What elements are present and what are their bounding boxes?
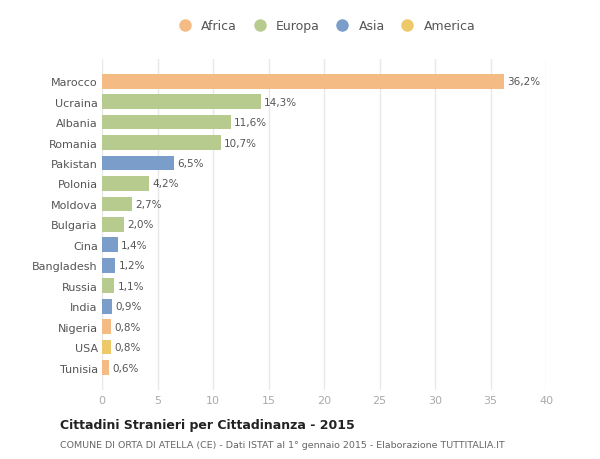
Bar [102, 258, 115, 273]
Text: 10,7%: 10,7% [224, 138, 257, 148]
Bar [102, 319, 111, 334]
Text: Cittadini Stranieri per Cittadinanza - 2015: Cittadini Stranieri per Cittadinanza - 2… [60, 418, 355, 431]
Bar [102, 340, 111, 355]
Bar [102, 238, 118, 252]
Bar [102, 299, 112, 314]
Text: 0,9%: 0,9% [115, 302, 142, 312]
Bar [102, 218, 124, 232]
Text: 0,8%: 0,8% [114, 342, 140, 353]
Bar [102, 136, 221, 151]
Bar [102, 279, 114, 293]
Text: 11,6%: 11,6% [234, 118, 267, 128]
Bar [102, 177, 149, 191]
Text: 4,2%: 4,2% [152, 179, 178, 189]
Text: 0,6%: 0,6% [112, 363, 139, 373]
Text: 2,0%: 2,0% [128, 220, 154, 230]
Text: 14,3%: 14,3% [264, 97, 297, 107]
Bar [102, 75, 504, 90]
Text: COMUNE DI ORTA DI ATELLA (CE) - Dati ISTAT al 1° gennaio 2015 - Elaborazione TUT: COMUNE DI ORTA DI ATELLA (CE) - Dati IST… [60, 441, 505, 449]
Text: 1,4%: 1,4% [121, 241, 148, 250]
Bar [102, 197, 132, 212]
Legend: Africa, Europa, Asia, America: Africa, Europa, Asia, America [169, 17, 479, 37]
Text: 1,1%: 1,1% [118, 281, 144, 291]
Text: 0,8%: 0,8% [114, 322, 140, 332]
Text: 36,2%: 36,2% [507, 77, 540, 87]
Bar [102, 116, 231, 130]
Bar [102, 95, 261, 110]
Text: 1,2%: 1,2% [119, 261, 145, 271]
Bar [102, 157, 174, 171]
Text: 6,5%: 6,5% [178, 159, 204, 168]
Text: 2,7%: 2,7% [136, 200, 162, 209]
Bar [102, 360, 109, 375]
